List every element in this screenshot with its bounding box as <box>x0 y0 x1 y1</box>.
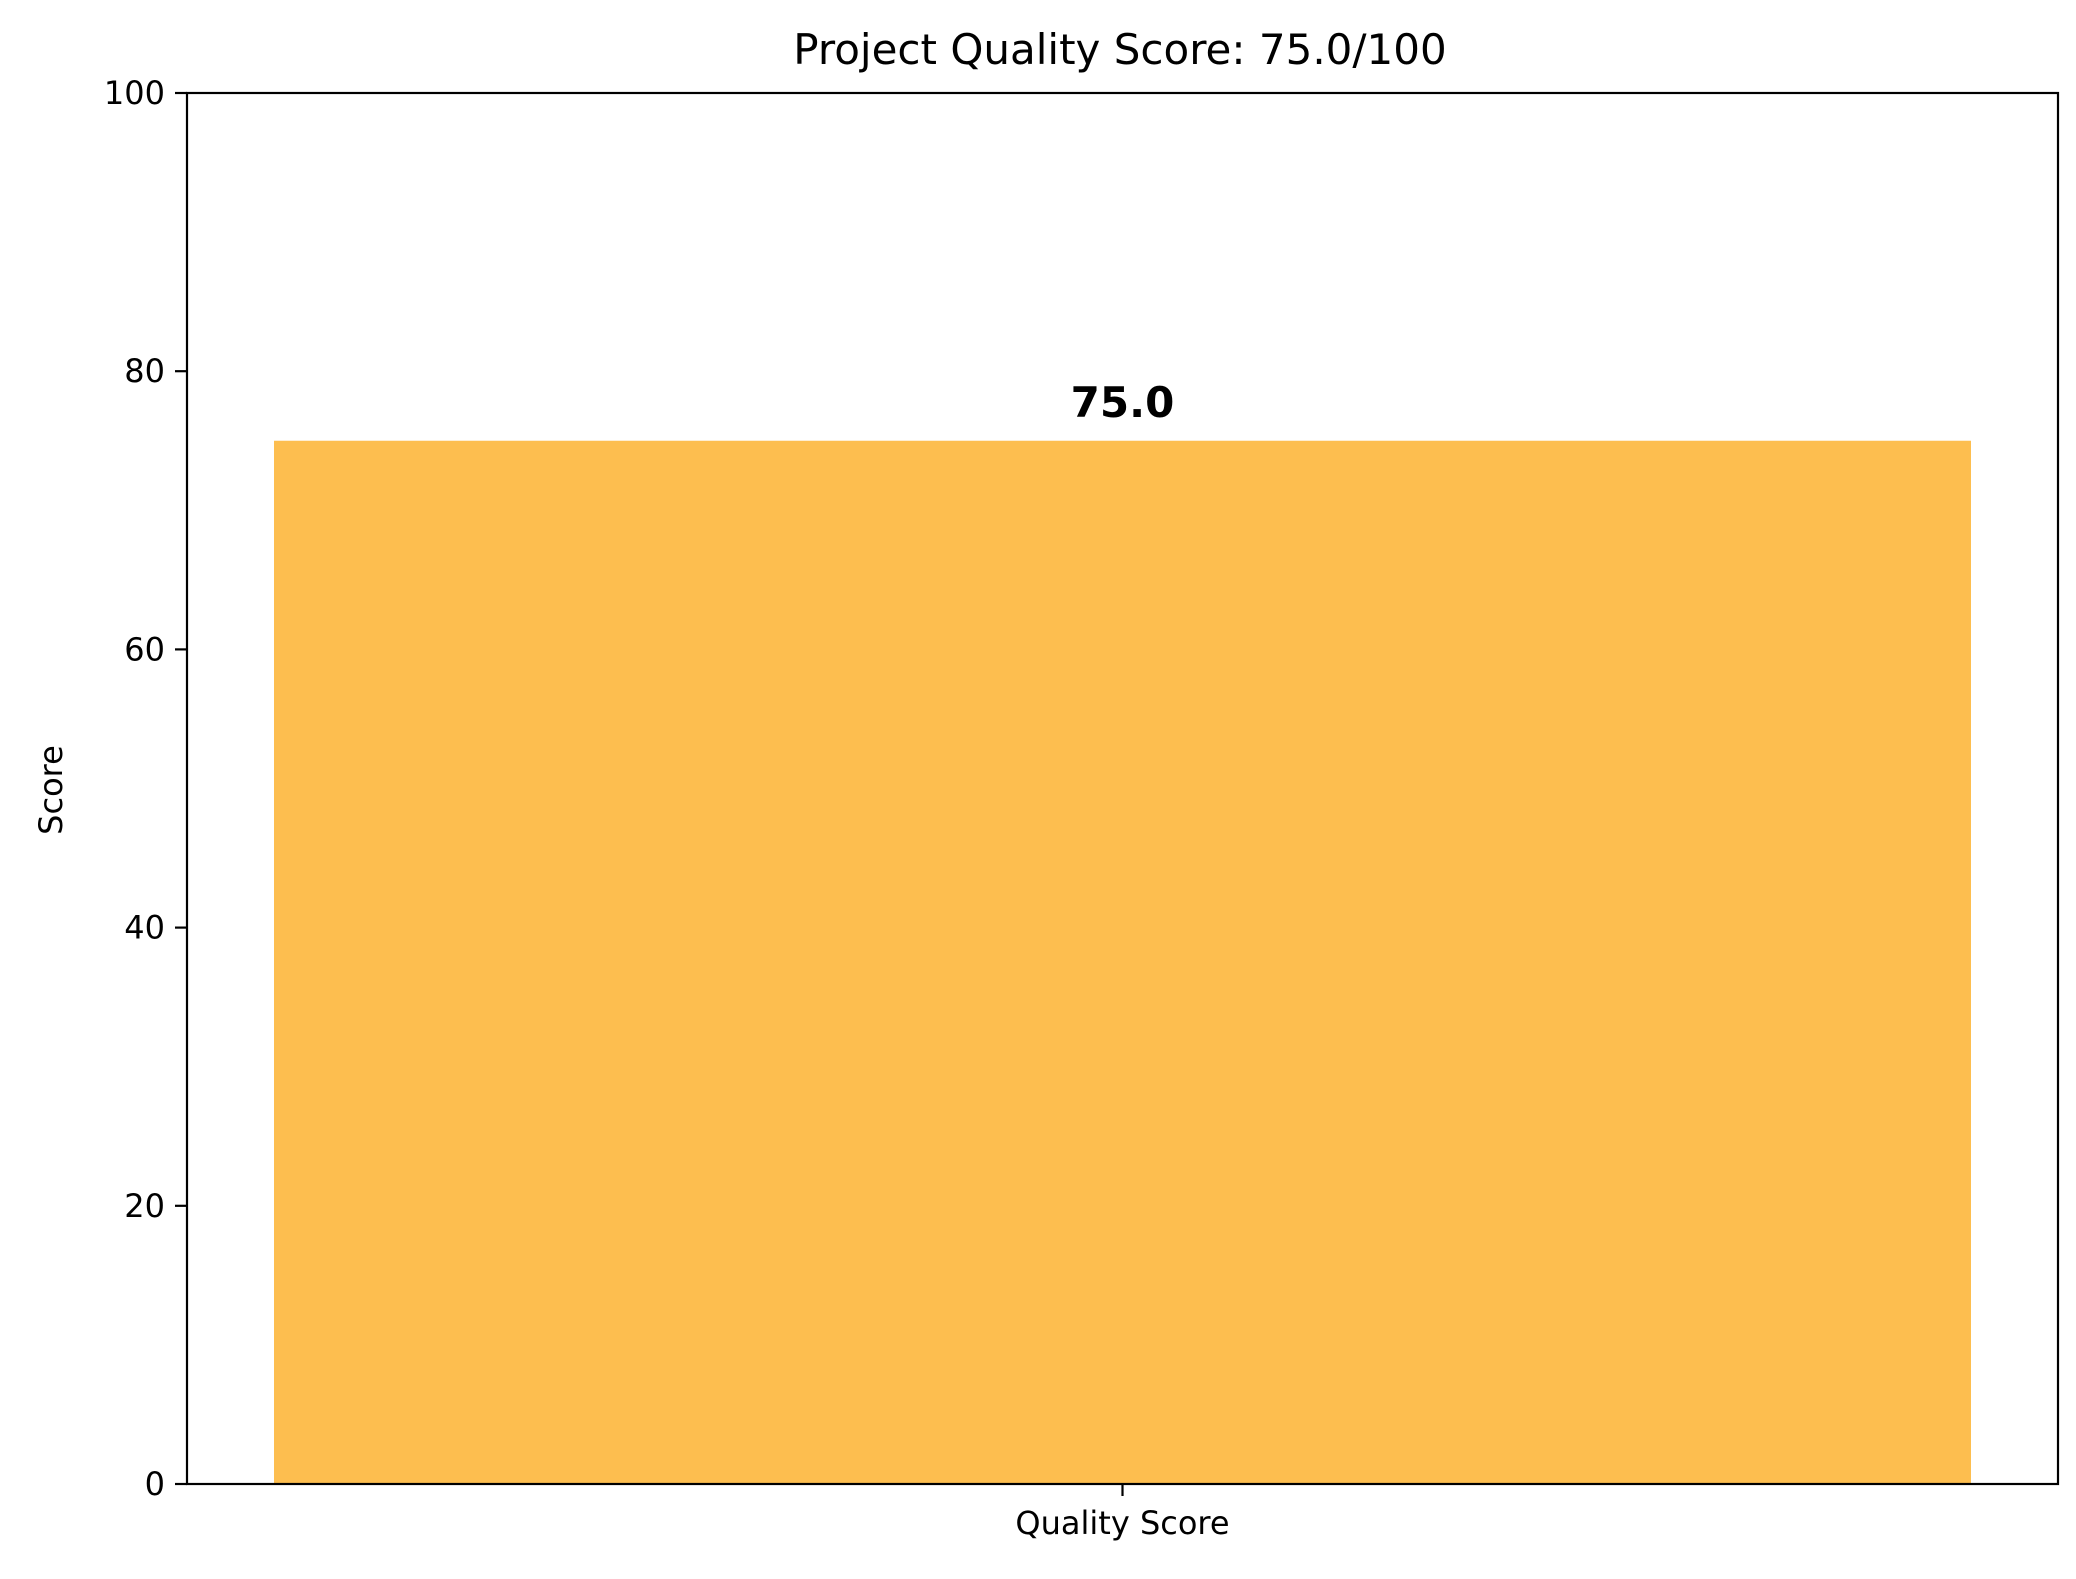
y-tick-label: 100 <box>104 74 165 112</box>
value-labels-group: 75.0 <box>1071 378 1175 427</box>
bars-group <box>274 440 1971 1484</box>
y-axis-ticks: 0 20 40 60 80 100 <box>104 74 187 1503</box>
y-tick-label: 40 <box>124 909 165 947</box>
y-tick-label: 80 <box>124 352 165 390</box>
chart-title: Project Quality Score: 75.0/100 <box>793 25 1446 74</box>
y-axis-label: Score <box>32 745 70 835</box>
plot-area: 75.0 0 20 40 60 80 100 Quality Score <box>104 74 2060 1542</box>
x-tick-label: Quality Score <box>1015 1504 1229 1542</box>
y-tick-label: 60 <box>124 630 165 668</box>
bar-value-label: 75.0 <box>1071 378 1175 427</box>
bar-quality-score <box>274 440 1971 1484</box>
x-axis-ticks: Quality Score <box>1015 1484 1230 1542</box>
y-tick-label: 20 <box>124 1187 165 1225</box>
y-tick-label: 0 <box>145 1465 165 1503</box>
